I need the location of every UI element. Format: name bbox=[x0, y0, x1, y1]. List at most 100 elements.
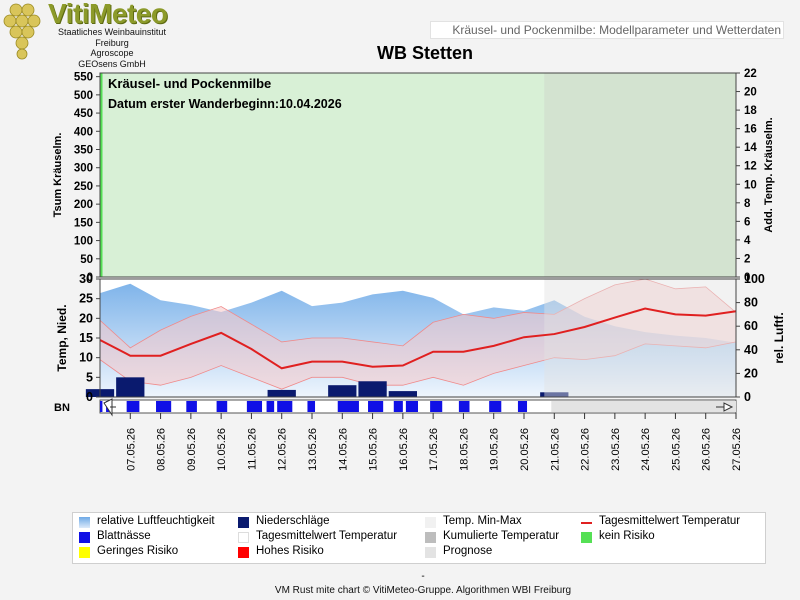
grape-icon bbox=[3, 3, 41, 60]
y-tick-label: 5 bbox=[86, 370, 93, 384]
blattnaesse-cell bbox=[126, 401, 140, 412]
y-tick-label: 40 bbox=[744, 343, 758, 357]
y-tick-label: 30 bbox=[79, 272, 93, 286]
x-tick-label: 19.05.26 bbox=[489, 428, 501, 471]
blattnaesse-cell bbox=[368, 401, 384, 412]
x-tick-label: 23.05.26 bbox=[610, 428, 622, 471]
logo-brand: VitiMeteo bbox=[48, 0, 168, 29]
chart-subtitle: Datum erster Wanderbeginn:10.04.2026 bbox=[108, 97, 342, 111]
station-title: WB Stetten bbox=[377, 43, 473, 63]
blattnaesse-cell bbox=[489, 401, 502, 412]
x-tick-label: 14.05.26 bbox=[337, 428, 349, 471]
x-tick-label: 27.05.26 bbox=[731, 428, 743, 471]
arrow-left-icon bbox=[103, 398, 116, 417]
x-tick-label: 11.05.26 bbox=[246, 428, 258, 470]
blattnaesse-cell bbox=[405, 401, 418, 412]
date-axis: 07.05.26 08.05.26 09.05.26 10.05.26 11.05.26… bbox=[125, 413, 743, 471]
y-tick-label: 14 bbox=[744, 142, 757, 154]
y-tick-label: 18 bbox=[744, 105, 757, 117]
y-tick-label: 4 bbox=[744, 235, 751, 247]
y-tick-label: 20 bbox=[744, 87, 757, 99]
y-tick-label: 100 bbox=[744, 272, 765, 286]
legend-swatch bbox=[581, 532, 592, 543]
x-tick-label: 16.05.26 bbox=[398, 428, 410, 471]
y-tick-label: 6 bbox=[744, 216, 750, 228]
y-tick-label: 60 bbox=[744, 319, 758, 333]
lower-left-axis-label: Temp, Nied. bbox=[55, 304, 69, 371]
y-tick-label: 8 bbox=[744, 198, 751, 210]
legend-label: Geringes Risiko bbox=[97, 545, 179, 557]
y-tick-label: 450 bbox=[74, 108, 93, 120]
blattnaesse-cell bbox=[156, 401, 172, 412]
y-tick-label: 20 bbox=[79, 311, 93, 325]
upper-left-axis: 0 50 100 150 200 250 300 350 400 450 500 550 bbox=[74, 72, 100, 284]
bn-label: BN bbox=[54, 402, 70, 414]
upper-left-axis-label: Tsum Kräuselm. bbox=[52, 133, 64, 218]
y-tick-label: 100 bbox=[74, 236, 93, 248]
logo-line: Agroscope bbox=[90, 48, 134, 58]
arrow-right-icon bbox=[716, 402, 734, 412]
legend-label: Tagesmittelwert Temperatur bbox=[599, 515, 741, 527]
y-tick-label: 0 bbox=[87, 272, 93, 284]
y-tick-label: 50 bbox=[80, 254, 93, 266]
blattnaesse-cell bbox=[517, 401, 528, 412]
precipitation-bar bbox=[328, 385, 357, 397]
x-tick-label: 15.05.26 bbox=[368, 428, 380, 471]
y-tick-label: 500 bbox=[74, 90, 93, 102]
blattnaesse-cell bbox=[100, 401, 103, 412]
legend-swatch bbox=[425, 517, 436, 528]
bn-prognose bbox=[551, 401, 736, 412]
blattnaesse-cell bbox=[246, 401, 263, 412]
footer-credit: VM Rust mite chart © VitiMeteo-Gruppe. A… bbox=[274, 585, 572, 596]
blattnaesse-cell bbox=[307, 401, 316, 412]
legend-swatch bbox=[425, 532, 436, 543]
vitimeteo-logo: VitiMeteo Staatliches Weinbauinstitut Fr… bbox=[2, 0, 192, 69]
blattnaesse-strip bbox=[99, 398, 737, 417]
upper-right-axis: 0 2 4 6 8 10 12 14 16 18 20 22 bbox=[736, 68, 757, 284]
y-tick-label: 22 bbox=[744, 68, 757, 80]
prognose-overlay bbox=[544, 279, 736, 397]
y-tick-label: 10 bbox=[744, 179, 757, 191]
y-tick-label: 350 bbox=[74, 145, 93, 157]
x-tick-label: 08.05.26 bbox=[156, 428, 168, 471]
precipitation-bar bbox=[116, 377, 145, 397]
y-tick-label: 25 bbox=[79, 292, 93, 306]
logo-line: Staatliches Weinbauinstitut Freiburg bbox=[58, 27, 166, 48]
legend-swatch bbox=[238, 532, 249, 543]
legend-label: Prognose bbox=[443, 545, 493, 557]
blattnaesse-cell bbox=[186, 401, 197, 412]
legend-swatch bbox=[238, 517, 249, 528]
precipitation-bar bbox=[267, 389, 296, 397]
legend-label: Tagesmittelwert Temperatur bbox=[256, 530, 398, 542]
blattnaesse-cell bbox=[458, 401, 470, 412]
y-tick-label: 200 bbox=[74, 199, 93, 211]
precipitation-bar bbox=[540, 392, 569, 397]
y-tick-label: 16 bbox=[744, 124, 757, 136]
x-tick-label: 09.05.26 bbox=[186, 428, 198, 471]
precipitation-bar bbox=[358, 381, 387, 397]
y-tick-label: 10 bbox=[79, 351, 93, 365]
y-tick-label: 300 bbox=[74, 163, 93, 175]
lower-right-axis-label: rel. Luftf. bbox=[772, 312, 786, 363]
lower-panel-marks bbox=[85, 278, 737, 397]
x-tick-label: 07.05.26 bbox=[125, 428, 137, 471]
y-tick-label: 400 bbox=[74, 126, 93, 138]
y-tick-label: 12 bbox=[744, 161, 757, 173]
x-tick-label: 22.05.26 bbox=[580, 428, 592, 471]
y-tick-label: 0 bbox=[744, 390, 751, 404]
lower-right-axis: 0 20 40 60 80 100 bbox=[736, 272, 765, 404]
logo-institutions: Staatliches Weinbauinstitut Freiburg Agr… bbox=[42, 27, 182, 69]
legend-swatch bbox=[581, 522, 592, 524]
logo-line: GEOsens GmbH bbox=[78, 58, 146, 69]
legend-label: kein Risiko bbox=[599, 530, 655, 542]
y-tick-label: 20 bbox=[744, 366, 758, 380]
precipitation-bar bbox=[388, 391, 417, 397]
x-tick-label: 17.05.26 bbox=[428, 428, 440, 471]
upper-prognose-overlay bbox=[544, 73, 736, 277]
legend: relative Luftfeuchtigkeit Niederschläge … bbox=[72, 512, 766, 564]
legend-label: Niederschläge bbox=[256, 515, 330, 527]
temp-mean-line bbox=[99, 307, 737, 370]
upper-panel-frame bbox=[99, 72, 737, 278]
legend-swatch bbox=[79, 532, 90, 543]
